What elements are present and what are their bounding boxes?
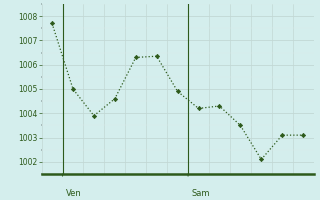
Text: Sam: Sam — [191, 189, 210, 198]
Text: Ven: Ven — [66, 189, 81, 198]
